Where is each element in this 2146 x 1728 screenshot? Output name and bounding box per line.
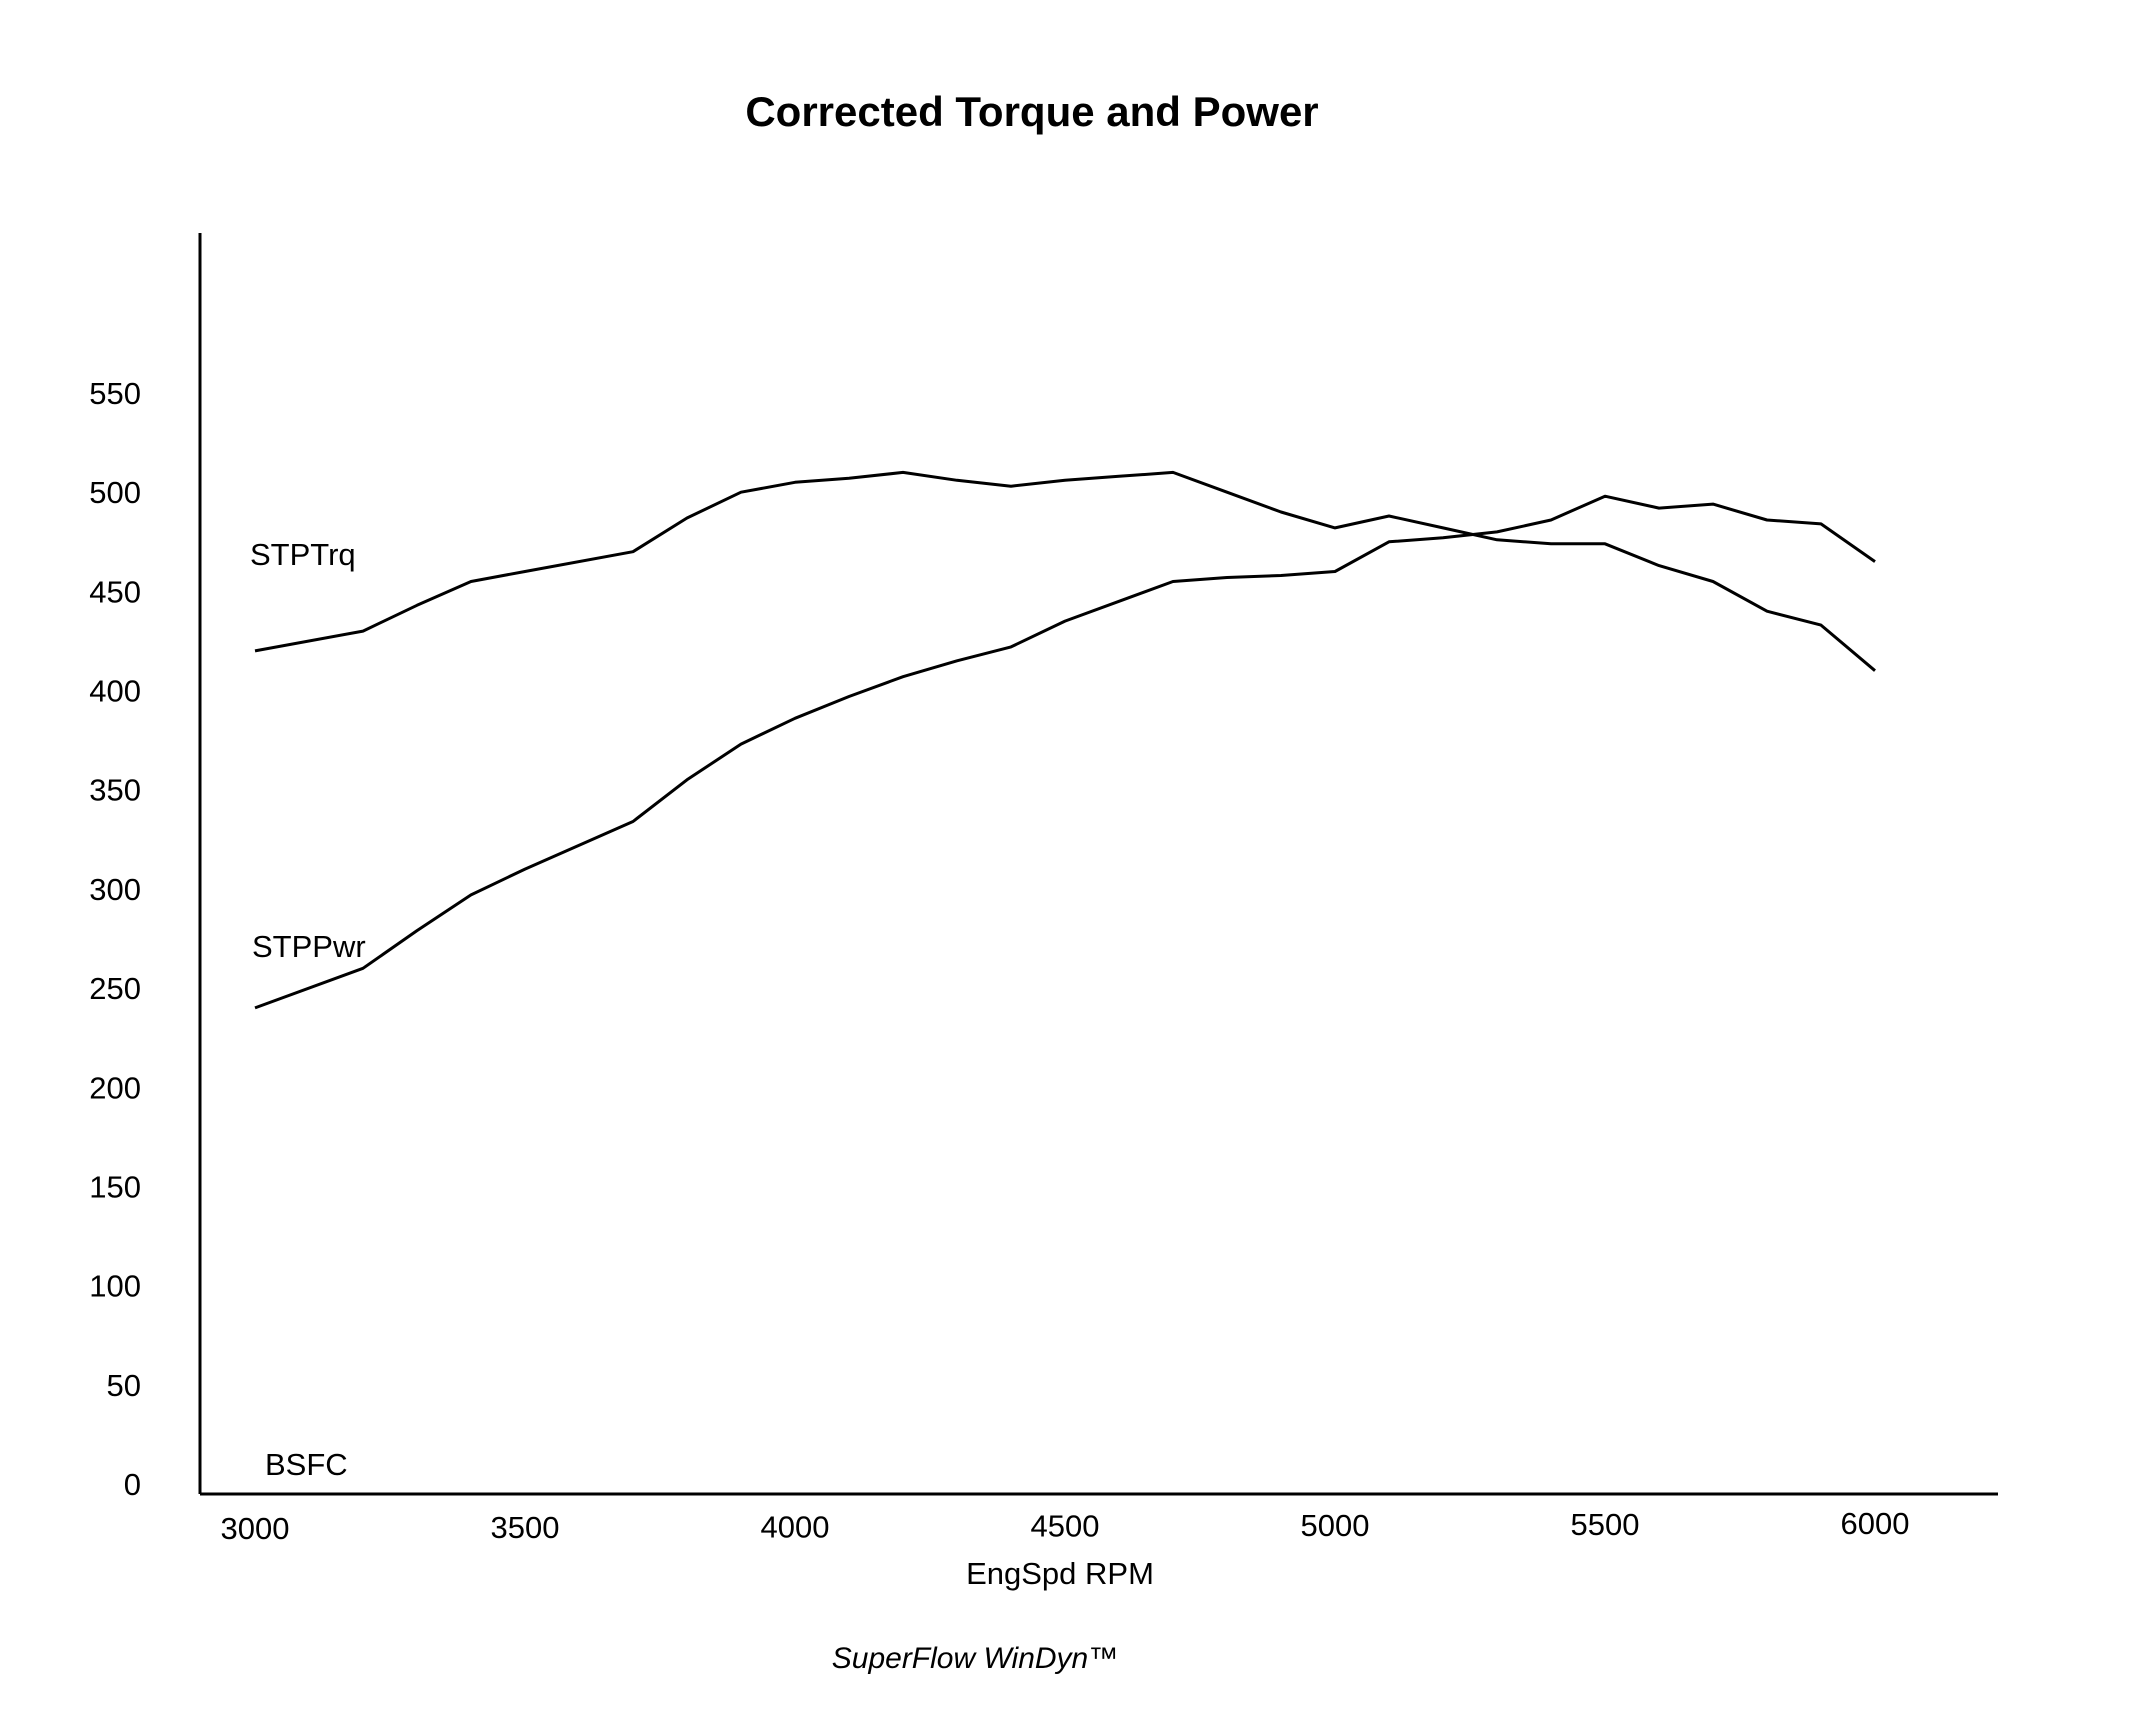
- series-line-stppwr: [254, 494, 1876, 1010]
- y-tick-label: 500: [89, 475, 141, 510]
- series-label-stptrq: STPTrq: [250, 537, 356, 572]
- x-tick-label: 4500: [1031, 1509, 1100, 1544]
- x-tick-label: 3000: [221, 1511, 290, 1546]
- x-axis-label: EngSpd RPM: [966, 1556, 1154, 1591]
- y-tick-labels: 0 50 100 150 200 250 300 350 400 450 500 550: [89, 376, 141, 1502]
- series-line-stptrq: [254, 470, 1876, 672]
- y-tick-label: 50: [107, 1368, 141, 1403]
- y-tick-label: 300: [89, 872, 141, 907]
- series-label-stppwr: STPPwr: [252, 929, 366, 964]
- y-tick-label: 450: [89, 574, 141, 609]
- y-tick-label: 0: [124, 1467, 141, 1502]
- x-tick-label: 4000: [761, 1509, 830, 1544]
- y-tick-label: 400: [89, 674, 141, 709]
- y-tick-label: 100: [89, 1269, 141, 1304]
- x-tick-label: 6000: [1841, 1506, 1910, 1541]
- axes: [198, 233, 1998, 1496]
- y-tick-label: 150: [89, 1169, 141, 1204]
- y-tick-label: 200: [89, 1070, 141, 1105]
- y-tick-label: 550: [89, 376, 141, 411]
- x-tick-labels: 3000 3500 4000 4500 5000 5500 6000: [221, 1506, 1910, 1546]
- y-tick-label: 250: [89, 971, 141, 1006]
- footer-brand: SuperFlow WinDyn™: [832, 1642, 1118, 1675]
- series-label-bsfc: BSFC: [265, 1447, 348, 1482]
- x-tick-label: 5000: [1301, 1508, 1370, 1543]
- x-tick-label: 5500: [1571, 1507, 1640, 1542]
- y-tick-label: 350: [89, 773, 141, 808]
- x-tick-label: 3500: [491, 1510, 560, 1545]
- series-layer: [254, 470, 1876, 1010]
- chart-title: Corrected Torque and Power: [745, 88, 1318, 135]
